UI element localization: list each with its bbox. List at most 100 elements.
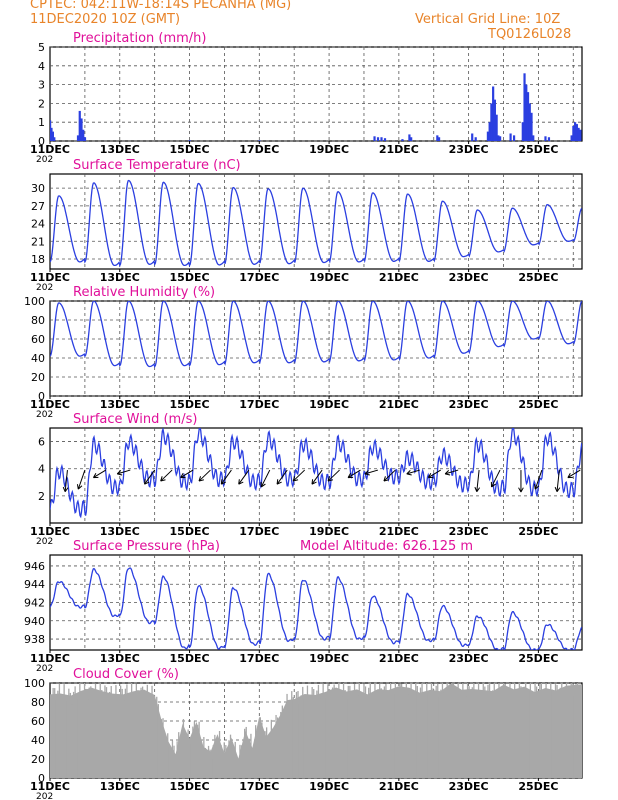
x-tick-label: 25DEC xyxy=(518,143,558,156)
x-tick-label: 11DEC xyxy=(30,525,70,538)
precip-bar xyxy=(530,112,533,141)
wind-arrow-head xyxy=(474,486,481,493)
x-tick-label: 15DEC xyxy=(170,652,210,665)
x-tick-label: 19DEC xyxy=(309,143,349,156)
y-tick-label: 946 xyxy=(24,560,45,573)
data-layer xyxy=(50,683,582,778)
x-tick-label: 17DEC xyxy=(239,780,279,793)
precip-bar xyxy=(495,114,498,141)
panel-temp: 18 21 24 27 30 11DEC 13DEC 15DEC 17DEC 19DEC 21DEC… xyxy=(30,158,583,293)
x-tick-label: 21DEC xyxy=(379,525,419,538)
wind-arrow xyxy=(364,469,379,475)
wind-arrow xyxy=(220,469,232,485)
wind-arrow-head xyxy=(567,473,573,479)
wind-arrow-head xyxy=(554,486,561,493)
data-layer xyxy=(50,179,582,268)
x-tick-label: 21DEC xyxy=(379,652,419,665)
y-tick-label: 21 xyxy=(31,235,45,248)
y-tick-label: 100 xyxy=(24,677,45,690)
wind-arrow xyxy=(117,469,131,475)
x-tick-label: 17DEC xyxy=(239,271,279,284)
precip-bar xyxy=(521,122,524,141)
y-tick-label: 0 xyxy=(38,135,45,148)
x-tick-label: 21DEC xyxy=(379,271,419,284)
wind-arrow-head xyxy=(311,479,317,485)
year-fragment: 202 xyxy=(36,537,53,547)
wind-arrow xyxy=(347,469,361,479)
y-tick-label: 3 xyxy=(38,79,45,92)
wind-arrow xyxy=(406,469,420,475)
x-tick-label: 19DEC xyxy=(309,398,349,411)
wind-arrow-head xyxy=(490,481,496,488)
wind-arrow-head xyxy=(444,470,451,476)
x-tick-label: 13DEC xyxy=(100,398,140,411)
precip-bar xyxy=(437,137,441,141)
precip-bar xyxy=(486,131,490,141)
wind-arrow-head xyxy=(427,473,434,479)
precip-bar xyxy=(577,127,580,141)
year-fragment: 202 xyxy=(36,792,53,800)
panel-frame xyxy=(49,427,583,524)
wind-arrow xyxy=(260,469,271,488)
precip-bar xyxy=(526,92,530,141)
wind-arrow xyxy=(292,469,306,482)
panel-precip: 0 1 2 3 4 5 11DEC 13DEC 15DEC 17DEC 19DEC 21DEC 23DE… xyxy=(30,31,583,165)
wind-arrow-head xyxy=(518,487,524,493)
precip-bar xyxy=(575,124,578,141)
x-tick-label: 13DEC xyxy=(100,271,140,284)
panel-frame xyxy=(49,46,583,142)
y-tick-label: 30 xyxy=(31,182,45,195)
precip-bar xyxy=(488,122,491,141)
y-tick-label: 4 xyxy=(38,463,45,476)
wind-arrow xyxy=(491,469,501,488)
wind-arrow-head xyxy=(327,476,334,482)
x-tick-label: 21DEC xyxy=(379,780,419,793)
x-tick-label: 21DEC xyxy=(379,143,419,156)
precip-bar xyxy=(373,136,376,141)
x-tick-label: 15DEC xyxy=(170,398,210,411)
precip-bar xyxy=(436,135,439,141)
x-tick-label: 23DEC xyxy=(449,780,489,793)
y-tick-label: 60 xyxy=(31,715,45,728)
wind-arrow xyxy=(198,469,211,482)
wind-arrow xyxy=(445,469,459,475)
wind-arrow xyxy=(311,469,323,485)
wind-arrow-head xyxy=(220,479,227,485)
panel-title: Surface Temperature (nC) xyxy=(73,158,241,173)
x-tick-label: 23DEC xyxy=(449,271,489,284)
precip-bar xyxy=(574,122,577,141)
y-tick-label: 938 xyxy=(24,633,45,646)
y-tick-label: 27 xyxy=(31,200,45,213)
y-tick-label: 20 xyxy=(31,371,45,384)
precip-bar xyxy=(410,137,413,141)
model-code: TQ0126L028 xyxy=(488,27,572,42)
x-tick-label: 17DEC xyxy=(239,143,279,156)
panel-title: Surface Pressure (hPa) xyxy=(73,539,220,554)
precip-bar xyxy=(380,137,383,141)
x-tick-label: 15DEC xyxy=(170,780,210,793)
precip-bar xyxy=(532,135,535,141)
wind-arrow-head xyxy=(198,476,204,482)
wind-arrow-head xyxy=(144,479,150,485)
precip-bar xyxy=(570,135,573,141)
y-tick-label: 24 xyxy=(31,218,45,231)
panel-cloud: 0 20 40 60 80 100 11DEC 13DEC 15DEC 17DEC 19DEC 21D… xyxy=(24,667,583,800)
x-tick-label: 25DEC xyxy=(518,525,558,538)
precip-bar xyxy=(497,135,500,141)
x-tick-label: 19DEC xyxy=(309,271,349,284)
x-tick-label: 17DEC xyxy=(239,525,279,538)
y-tick-label: 942 xyxy=(24,597,45,610)
precip-bar xyxy=(471,133,474,141)
wind-arrow xyxy=(476,470,480,492)
wind-arrow xyxy=(383,469,396,482)
pres-series-line xyxy=(50,567,582,650)
precip-bar xyxy=(188,140,191,141)
panel-pres: 938 940 942 944 946 11DEC 13DEC 15DEC 17DEC 19DEC… xyxy=(24,539,583,674)
year-fragment: 202 xyxy=(36,155,53,165)
y-tick-label: 2 xyxy=(38,97,45,110)
precip-bar xyxy=(547,137,551,141)
y-tick-label: 100 xyxy=(24,295,45,308)
data-layer xyxy=(50,301,582,369)
precip-bar xyxy=(525,84,528,141)
